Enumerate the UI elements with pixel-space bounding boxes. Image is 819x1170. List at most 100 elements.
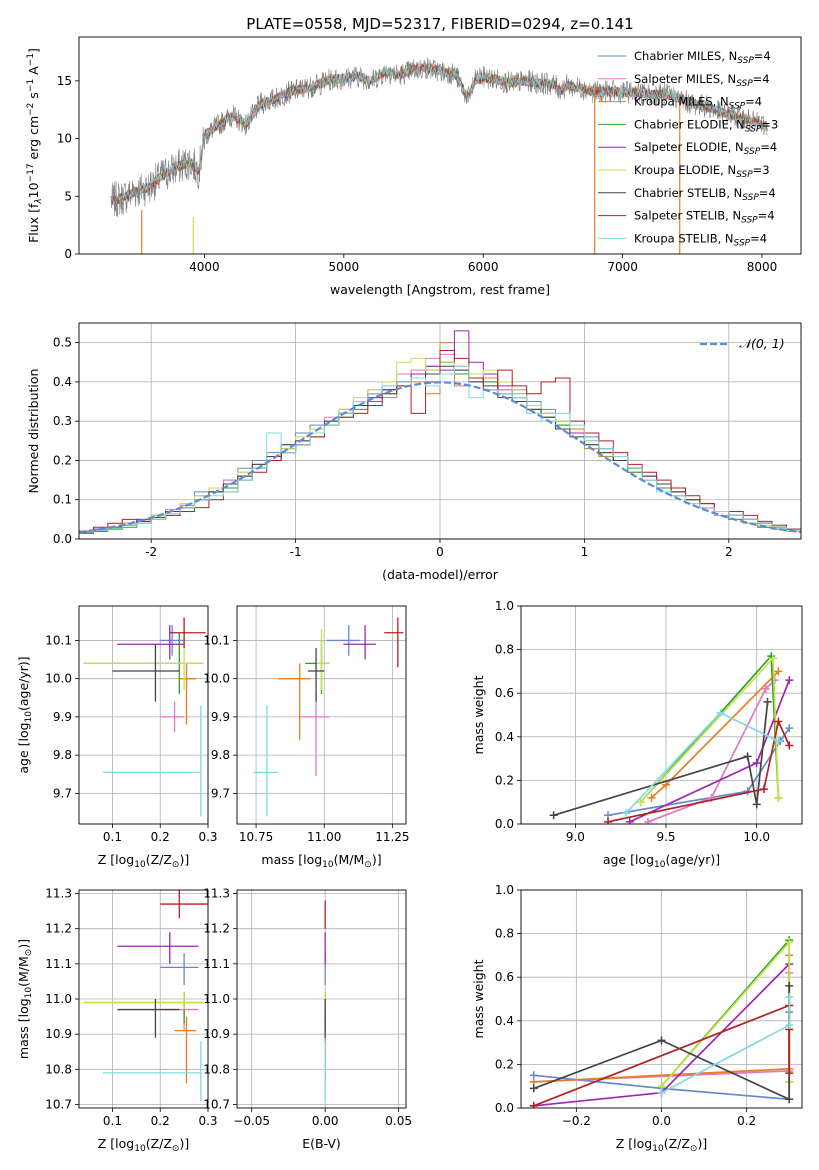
legend-label: Salpeter MILES, NSSP=4	[634, 72, 770, 89]
error-bar-point	[384, 617, 404, 668]
y-tick-label: 0.4	[495, 1014, 514, 1028]
weight-marker	[785, 938, 794, 947]
y-tick-label: 0.6	[495, 686, 514, 700]
x-tick-label: 0.3	[198, 1114, 217, 1128]
weight-marker	[752, 800, 761, 809]
error-bar-point	[277, 663, 311, 740]
plot-area-age_vs_Z	[83, 617, 206, 817]
weight-marker	[743, 752, 752, 761]
y-axis-label: Normed distribution	[26, 369, 41, 494]
weight-marker	[774, 717, 783, 726]
x-axis-label: age [log10(age/yr)]	[603, 852, 720, 870]
y-tick-label: 11.3	[203, 887, 230, 901]
weight-marker	[657, 1036, 666, 1045]
weight-marker	[647, 793, 656, 802]
x-tick-label: 6000	[468, 260, 499, 274]
x-tick-label: 1	[581, 545, 589, 559]
y-tick-label: 0.8	[495, 643, 514, 657]
panel-age_vs_Z: 0.1 0.2 0.3 9.7 9.8 9.9 10.0 10.1 Z [log10(Z/Z⊙)…	[16, 605, 218, 870]
x-tick-label: −0.05	[233, 1114, 270, 1128]
x-axis-label: (data-model)/error	[382, 567, 499, 582]
y-tick-label: 10.0	[45, 672, 72, 686]
y-tick-label: 9.8	[53, 748, 72, 762]
y-tick-label: 0	[64, 247, 72, 261]
weight-marker	[785, 1021, 794, 1030]
error-bar-point	[160, 701, 185, 733]
error-bar-point	[160, 991, 199, 1031]
weight-marker	[752, 758, 761, 767]
y-tick-label: 11.1	[203, 957, 230, 971]
panel-weight_vs_age: 9.0 9.5 10.0 0.0 0.2 0.4 0.6 0.8 1.0 mass weight a…	[471, 599, 803, 870]
spectrum-legend: Chabrier MILES, NSSP=4 Salpeter MILES, NS…	[598, 49, 778, 248]
plot-area-age_vs_mass	[253, 617, 404, 817]
y-tick-label: 11.2	[203, 922, 230, 936]
y-axis-label: Flux [fλ10−17 erg cm−2 s−1 A−1]	[26, 48, 44, 243]
legend-label: Kroupa STELIB, NSSP=4	[634, 231, 767, 248]
weight-marker	[622, 809, 631, 818]
legend-label: Salpeter ELODIE, NSSP=4	[634, 140, 777, 157]
error-bar-point	[305, 640, 330, 694]
x-tick-label: 9.5	[656, 830, 675, 844]
y-tick-label: 11.0	[203, 992, 230, 1006]
x-axis-label: Z [log10(Z/Z⊙)]	[98, 1136, 189, 1154]
y-tick-label: 9.9	[53, 710, 72, 724]
y-tick-label: 0.3	[53, 414, 72, 428]
panel-age_vs_mass: 10.75 11.00 11.25 9.7 9.8 9.9 10.0 10.1 mass [lo…	[203, 605, 410, 870]
y-tick-label: 0.4	[53, 375, 72, 389]
axes-frame	[78, 36, 802, 255]
figure-title: PLATE=0558, MJD=52317, FIBERID=0294, z=0…	[246, 15, 633, 33]
weight-series-line	[553, 701, 769, 817]
legend-label: Chabrier MILES, NSSP=4	[634, 49, 771, 66]
y-tick-label: 10.0	[203, 672, 230, 686]
error-bar-point	[83, 991, 204, 1010]
y-tick-label: 0.5	[53, 336, 72, 350]
y-tick-label: 10.9	[203, 1027, 230, 1041]
axes-frame	[78, 889, 209, 1109]
error-bar-point	[160, 890, 208, 919]
y-tick-label: 0.0	[495, 1101, 514, 1115]
y-tick-label: 9.9	[211, 710, 230, 724]
weight-marker	[662, 780, 671, 789]
y-tick-label: 10	[57, 132, 72, 146]
x-tick-label: -1	[290, 545, 302, 559]
x-tick-label: 5000	[329, 260, 360, 274]
axes-frame	[78, 605, 209, 825]
error-bar-point	[117, 625, 185, 660]
error-bar-point	[112, 644, 180, 702]
legend-label: Chabrier STELIB, NSSP=4	[634, 186, 776, 203]
error-bar-point	[102, 1041, 202, 1101]
x-tick-label: 0.0	[652, 1114, 671, 1128]
gaussian-legend-label: 𝒩(0, 1)	[739, 336, 785, 351]
x-axis-label: E(B-V)	[302, 1136, 341, 1151]
x-tick-label: 0.2	[151, 1114, 170, 1128]
x-tick-label: 0.3	[198, 830, 217, 844]
error-bar-point	[117, 999, 180, 1038]
y-tick-label: 9.7	[53, 786, 72, 800]
weight-marker	[604, 817, 613, 824]
x-tick-label: 11.00	[307, 830, 341, 844]
y-tick-label: 10.1	[203, 633, 230, 647]
weight-series-line	[607, 718, 791, 823]
y-tick-label: 9.7	[211, 786, 230, 800]
legend-label: Salpeter STELIB, NSSP=4	[634, 209, 775, 226]
x-tick-label: 10.0	[743, 830, 770, 844]
y-tick-label: 1.0	[495, 599, 514, 613]
y-tick-label: 0.0	[53, 532, 72, 546]
y-tick-label: 10.8	[203, 1062, 230, 1076]
weight-marker	[785, 981, 794, 990]
x-tick-label: 7000	[607, 260, 638, 274]
y-tick-label: 10.7	[45, 1097, 72, 1111]
x-tick-label: 8000	[747, 260, 778, 274]
y-axis-label: mass [log10(M/M⊙)]	[16, 939, 34, 1059]
weight-marker	[774, 667, 783, 676]
y-tick-label: 0.1	[53, 493, 72, 507]
error-bar-point	[160, 953, 199, 985]
x-tick-label: 9.0	[566, 830, 585, 844]
x-tick-label: 0.1	[103, 1114, 122, 1128]
y-tick-label: 10.8	[45, 1062, 72, 1076]
weight-marker	[625, 817, 634, 824]
weight-marker	[643, 817, 652, 824]
x-tick-label: 0	[436, 545, 444, 559]
y-tick-label: 0.2	[495, 773, 514, 787]
